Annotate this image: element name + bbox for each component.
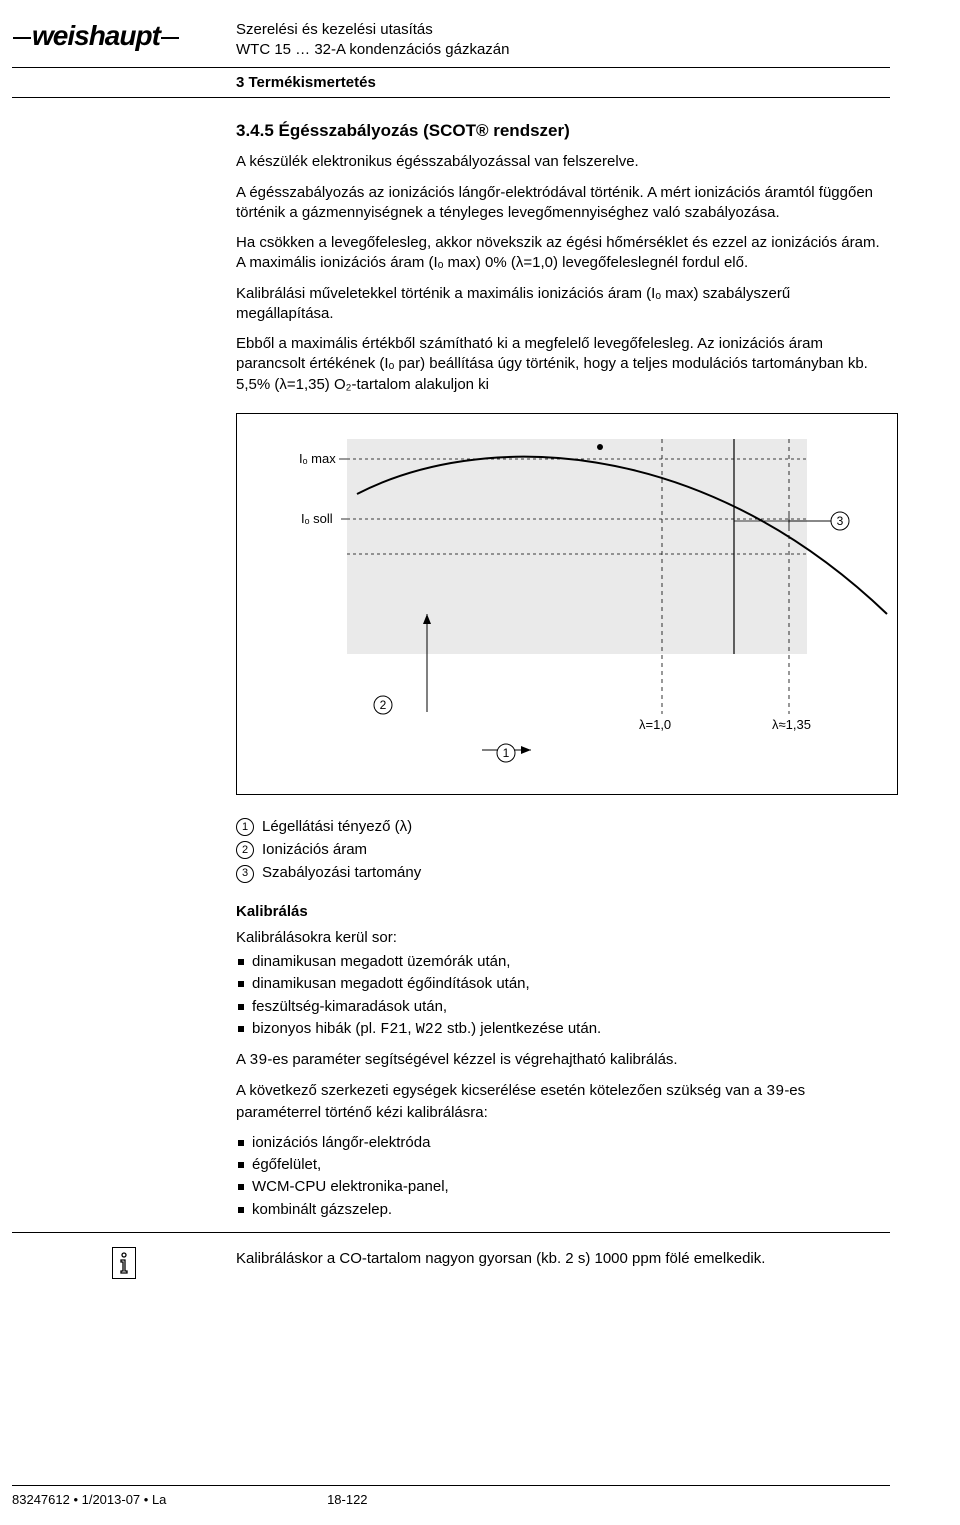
list-item: ionizációs lángőr-elektróda <box>236 1133 890 1153</box>
svg-text:Iₒ max: Iₒ max <box>299 451 336 466</box>
para-5: Ebből a maximális értékből számítható ki… <box>236 334 890 395</box>
info-note-row: Kalibráláskor a CO-tartalom nagyon gyors… <box>12 1245 890 1279</box>
chart-legend: 1 Légellátási tényező (λ) 2 Ionizációs áram… <box>236 817 890 884</box>
info-note-text: Kalibráláskor a CO-tartalom nagyon gyors… <box>236 1245 890 1269</box>
para-2: A égésszabályozás az ionizációs lángőr-e… <box>236 183 890 224</box>
footer-page-number: 18-122 <box>166 1492 528 1507</box>
header-line2: WTC 15 … 32-A kondenzációs gázkazán <box>236 40 890 60</box>
svg-text:λ≈1,35: λ≈1,35 <box>772 717 811 732</box>
calibration-p2: A 39-es paraméter segítségével kézzel is… <box>236 1050 890 1071</box>
calibration-intro: Kalibrálásokra kerül sor: <box>236 928 890 948</box>
svg-text:1: 1 <box>503 746 510 760</box>
page-footer: 83247612 • 1/2013-07 • La 18-122 <box>12 1485 890 1507</box>
list-item: égőfelület, <box>236 1155 890 1175</box>
svg-text:λ=1,0: λ=1,0 <box>639 717 671 732</box>
list-item: feszültség-kimaradások után, <box>236 997 890 1017</box>
list-item: dinamikusan megadott üzemórák után, <box>236 952 890 972</box>
para-4: Kalibrálási műveletekkel történik a maxi… <box>236 284 890 325</box>
svg-text:Iₒ soll: Iₒ soll <box>301 511 333 526</box>
list-item: WCM-CPU elektronika-panel, <box>236 1177 890 1197</box>
legend-label: Ionizációs áram <box>262 840 367 860</box>
legend-item: 3 Szabályozási tartomány <box>236 863 890 883</box>
info-icon <box>112 1247 136 1279</box>
calibration-list-1: dinamikusan megadott üzemórák után,dinam… <box>236 952 890 1040</box>
footer-left: 83247612 • 1/2013-07 • La <box>12 1492 166 1507</box>
legend-marker: 3 <box>236 865 254 883</box>
legend-label: Légellátási tényező (λ) <box>262 817 412 837</box>
brand-logo: weishaupt <box>12 20 222 58</box>
legend-marker: 1 <box>236 818 254 836</box>
list-item: kombinált gázszelep. <box>236 1200 890 1220</box>
divider-rule <box>12 1232 890 1233</box>
para-3: Ha csökken a levegőfelesleg, akkor növek… <box>236 233 890 274</box>
heading-345: 3.4.5 Égésszabályozás (SCOT® rendszer) <box>236 120 890 143</box>
legend-label: Szabályozási tartomány <box>262 863 421 883</box>
info-icon-cell <box>12 1245 236 1279</box>
document-page: weishaupt Szerelési és kezelési utasítás… <box>0 0 960 1525</box>
section-title-row: 3 Termékismertetés <box>12 68 890 98</box>
content: 3.4.5 Égésszabályozás (SCOT® rendszer) A… <box>236 120 890 1279</box>
svg-text:2: 2 <box>380 698 387 712</box>
list-item: dinamikusan megadott égőindítások után, <box>236 974 890 994</box>
legend-item: 1 Légellátási tényező (λ) <box>236 817 890 837</box>
legend-marker: 2 <box>236 841 254 859</box>
chart-svg: Iₒ max Iₒ soll λ=1,0 λ≈1,35 1 2 3 <box>237 414 897 794</box>
legend-item: 2 Ionizációs áram <box>236 840 890 860</box>
para-1: A készülék elektronikus égésszabályozáss… <box>236 152 890 172</box>
header-line1: Szerelési és kezelési utasítás <box>236 20 890 40</box>
svg-text:3: 3 <box>837 514 844 528</box>
section-title: 3 Termékismertetés <box>236 68 376 97</box>
calibration-p3: A következő szerkezeti egységek kicserél… <box>236 1081 890 1123</box>
calibration-list-2: ionizációs lángőr-elektródaégőfelület,WC… <box>236 1133 890 1220</box>
calibration-heading: Kalibrálás <box>236 902 890 922</box>
header: weishaupt Szerelési és kezelési utasítás… <box>12 20 890 68</box>
list-item: bizonyos hibák (pl. F21, W22 stb.) jelen… <box>236 1019 890 1040</box>
ionization-chart: Iₒ max Iₒ soll λ=1,0 λ≈1,35 1 2 3 <box>236 413 898 795</box>
header-meta: Szerelési és kezelési utasítás WTC 15 … … <box>222 20 890 67</box>
